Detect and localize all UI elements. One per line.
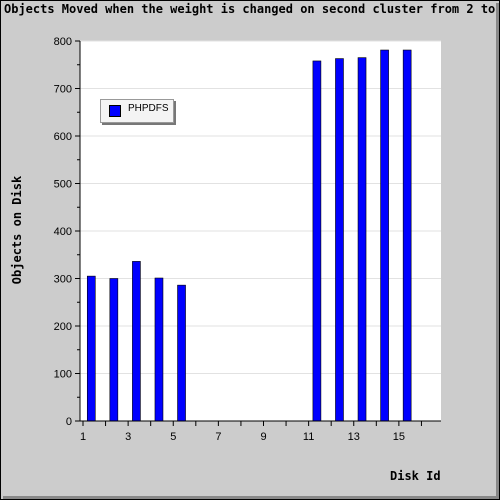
bar [154, 277, 164, 422]
chart-title: Objects Moved when the weight is changed… [4, 2, 498, 16]
bar [109, 278, 119, 422]
y-tick-labels: 0 100 200 300 400 500 600 700 800 [54, 36, 72, 428]
bar [357, 57, 367, 422]
y-tick-label: 300 [54, 274, 72, 286]
x-tick-label: 15 [393, 431, 405, 443]
bar [335, 58, 344, 422]
x-tick-label: 7 [215, 431, 221, 443]
x-tick-label: 5 [170, 431, 176, 443]
y-tick-label: 700 [54, 84, 72, 96]
bar [312, 60, 322, 422]
frame-shadow-right [496, 3, 499, 499]
bar [402, 49, 412, 422]
y-tick-label: 400 [54, 226, 72, 238]
bar [380, 49, 389, 422]
y-tick-label: 200 [54, 321, 72, 333]
legend-swatch [109, 105, 121, 117]
x-tick-label: 11 [303, 431, 314, 443]
bar [177, 284, 186, 422]
y-tick-label: 800 [54, 36, 72, 48]
x-tick-label: 9 [260, 431, 266, 443]
frame-shadow-bottom [3, 496, 499, 499]
bar [86, 275, 96, 422]
x-axis-label: Disk Id [390, 469, 441, 483]
x-tick-labels: 1 3 5 7 9 11 13 15 [80, 431, 405, 443]
y-tick-label: 0 [66, 416, 72, 428]
legend-label: PHPDFS [128, 103, 169, 114]
y-tick-label: 500 [54, 179, 72, 191]
y-tick-label: 100 [54, 369, 72, 381]
x-tick-label: 13 [348, 431, 360, 443]
y-tick-label: 600 [54, 131, 72, 143]
x-tick-label: 3 [125, 431, 131, 443]
bar [132, 261, 141, 422]
axes [75, 40, 441, 426]
legend: PHPDFS [100, 99, 174, 123]
x-tick-label: 1 [80, 431, 86, 443]
bars [86, 49, 412, 422]
